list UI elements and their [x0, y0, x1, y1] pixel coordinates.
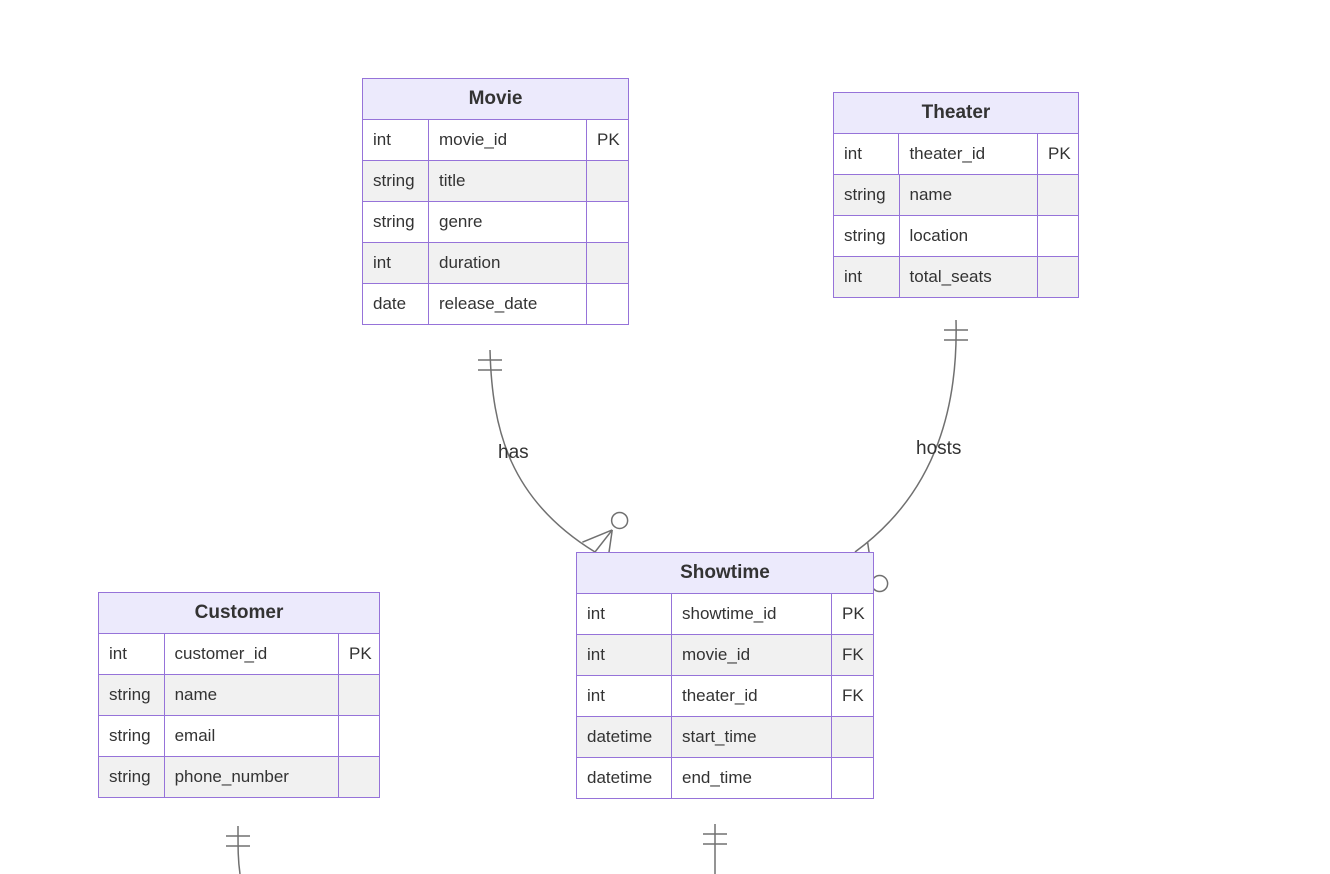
attr-name: showtime_id	[672, 594, 832, 634]
entity-body: intcustomer_idPKstringnamestringemailstr…	[99, 634, 379, 797]
attr-name: movie_id	[429, 120, 587, 160]
table-row: inttheater_idFK	[577, 675, 873, 716]
attr-name: phone_number	[165, 757, 340, 797]
attr-type: string	[834, 175, 900, 215]
rel-label-hosts: hosts	[916, 438, 961, 460]
table-row: daterelease_date	[363, 283, 628, 324]
edge-customer-down	[238, 826, 240, 874]
edge-customer-down-path	[238, 826, 240, 874]
attr-name: genre	[429, 202, 587, 242]
table-row: stringphone_number	[99, 756, 379, 797]
attr-key	[587, 243, 627, 283]
attr-name: location	[900, 216, 1039, 256]
table-row: stringname	[834, 174, 1078, 215]
table-row: intcustomer_idPK	[99, 634, 379, 674]
attr-name: start_time	[672, 717, 832, 757]
attr-key	[587, 284, 627, 324]
entity-movie: Movieintmovie_idPKstringtitlestringgenre…	[362, 78, 629, 325]
attr-key: FK	[832, 676, 872, 716]
attr-name: total_seats	[900, 257, 1039, 297]
table-row: inttotal_seats	[834, 256, 1078, 297]
attr-key	[339, 716, 379, 756]
table-row: stringlocation	[834, 215, 1078, 256]
entity-theater: Theaterinttheater_idPKstringnamestringlo…	[833, 92, 1079, 298]
edge-hosts	[855, 320, 956, 552]
attr-type: string	[99, 675, 165, 715]
attr-type: date	[363, 284, 429, 324]
attr-key: PK	[339, 634, 379, 674]
entity-showtime: Showtimeintshowtime_idPKintmovie_idFKint…	[576, 552, 874, 799]
attr-type: int	[834, 257, 900, 297]
attr-name: name	[900, 175, 1039, 215]
attr-key	[1038, 175, 1078, 215]
table-row: intmovie_idPK	[363, 120, 628, 160]
attr-name: movie_id	[672, 635, 832, 675]
attr-type: datetime	[577, 717, 672, 757]
attr-name: customer_id	[165, 634, 339, 674]
attr-key	[587, 161, 627, 201]
table-row: stringname	[99, 674, 379, 715]
attr-key	[832, 758, 872, 798]
attr-name: theater_id	[672, 676, 832, 716]
attr-key: PK	[587, 120, 627, 160]
attr-type: int	[577, 635, 672, 675]
attr-key: PK	[1038, 134, 1078, 174]
entity-title: Movie	[363, 79, 628, 120]
attr-name: end_time	[672, 758, 832, 798]
attr-type: string	[834, 216, 900, 256]
table-row: stringemail	[99, 715, 379, 756]
attr-type: int	[577, 594, 672, 634]
attr-key: FK	[832, 635, 872, 675]
table-row: inttheater_idPK	[834, 134, 1078, 174]
table-row: stringgenre	[363, 201, 628, 242]
attr-name: name	[165, 675, 340, 715]
table-row: datetimestart_time	[577, 716, 873, 757]
attr-type: string	[363, 202, 429, 242]
attr-type: int	[363, 243, 429, 283]
rel-label-has: has	[498, 442, 529, 464]
attr-key: PK	[832, 594, 872, 634]
attr-name: theater_id	[899, 134, 1038, 174]
attr-type: datetime	[577, 758, 672, 798]
attr-key	[832, 717, 872, 757]
entity-title: Theater	[834, 93, 1078, 134]
table-row: intshowtime_idPK	[577, 594, 873, 634]
attr-name: release_date	[429, 284, 587, 324]
attr-type: string	[363, 161, 429, 201]
entity-title: Customer	[99, 593, 379, 634]
entity-customer: Customerintcustomer_idPKstringnamestring…	[98, 592, 380, 798]
attr-name: duration	[429, 243, 587, 283]
entity-body: inttheater_idPKstringnamestringlocationi…	[834, 134, 1078, 297]
attr-type: int	[577, 676, 672, 716]
attr-key	[1038, 257, 1078, 297]
attr-type: string	[99, 716, 165, 756]
table-row: intduration	[363, 242, 628, 283]
attr-type: int	[363, 120, 429, 160]
attr-name: email	[165, 716, 340, 756]
table-row: stringtitle	[363, 160, 628, 201]
entity-title: Showtime	[577, 553, 873, 594]
edge-hosts-path	[855, 320, 956, 552]
attr-type: int	[834, 134, 899, 174]
table-row: datetimeend_time	[577, 757, 873, 798]
attr-key	[587, 202, 627, 242]
entity-body: intmovie_idPKstringtitlestringgenreintdu…	[363, 120, 628, 324]
entity-body: intshowtime_idPKintmovie_idFKinttheater_…	[577, 594, 873, 798]
attr-name: title	[429, 161, 587, 201]
attr-type: int	[99, 634, 165, 674]
attr-type: string	[99, 757, 165, 797]
attr-key	[339, 757, 379, 797]
table-row: intmovie_idFK	[577, 634, 873, 675]
attr-key	[1038, 216, 1078, 256]
attr-key	[339, 675, 379, 715]
